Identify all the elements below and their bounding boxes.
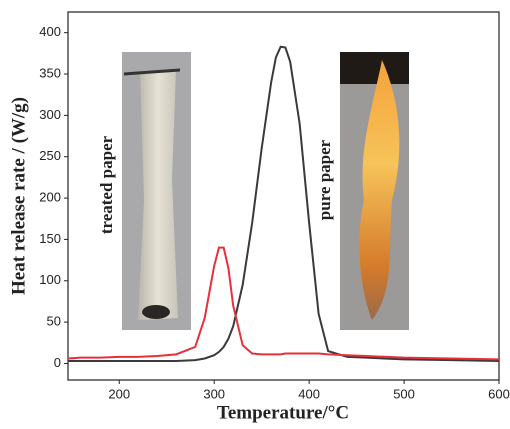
y-tick-label: 350 — [39, 65, 61, 80]
x-axis-label: Temperature/°C — [217, 402, 349, 423]
char-mark — [142, 305, 170, 319]
annotation: pure paper — [315, 139, 334, 220]
y-tick-label: 50 — [47, 314, 61, 329]
x-tick-label: 200 — [108, 386, 130, 401]
x-tick-label: 500 — [393, 386, 415, 401]
x-tick-label: 400 — [298, 386, 320, 401]
photo-dark — [340, 52, 409, 84]
x-tick-label: 300 — [203, 386, 225, 401]
y-tick-label: 300 — [39, 107, 61, 122]
chart: treated paper pure paper Heat release ra… — [0, 0, 510, 429]
x-tick-label: 600 — [488, 386, 510, 401]
y-tick-label: 400 — [39, 24, 61, 39]
y-tick-label: 100 — [39, 272, 61, 287]
paper-strip — [138, 70, 178, 320]
annotation: treated paper — [97, 135, 116, 234]
y-tick-label: 150 — [39, 231, 61, 246]
y-tick-label: 200 — [39, 190, 61, 205]
y-axis-label: Heat release rate / (W/g) — [8, 97, 29, 295]
y-tick-label: 250 — [39, 148, 61, 163]
y-tick-label: 0 — [54, 355, 61, 370]
